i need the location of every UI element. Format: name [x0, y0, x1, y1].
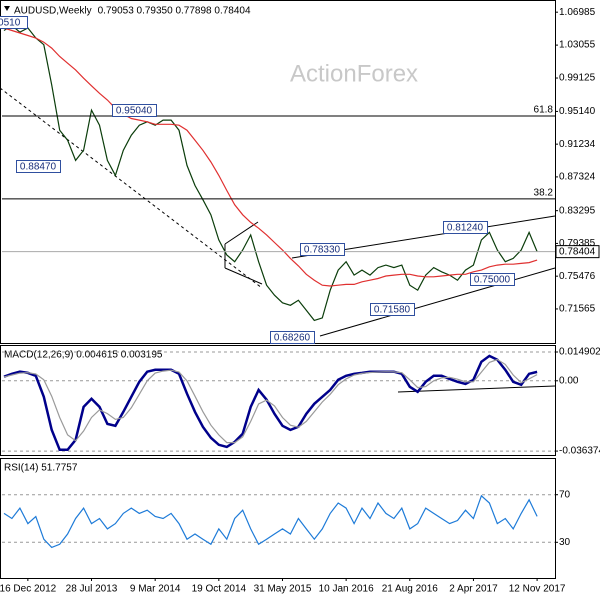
y-tick-label: 1.06985	[559, 7, 596, 18]
y-tick-label: 1.03055	[559, 40, 596, 51]
x-tick-label: 2 Apr 2017	[449, 584, 498, 595]
last-price-box	[555, 245, 600, 259]
annotation: 0.81240	[447, 223, 484, 234]
triangle	[224, 221, 263, 285]
y-tick-label: 0.95140	[559, 106, 596, 117]
x-tick-label: 12 Nov 2017	[509, 584, 566, 595]
x-tick-label: 9 Mar 2014	[130, 584, 181, 595]
annotation-box	[370, 303, 415, 316]
menu-arrow	[4, 6, 10, 11]
y-tick-label: 0.014902	[559, 347, 600, 358]
x-tick-label: 21 Aug 2016	[382, 584, 439, 595]
series-line	[3, 494, 538, 549]
y-tick-label: 0.91234	[559, 139, 596, 150]
annotation: 1.0510	[0, 18, 21, 29]
y-tick-label: 0.87324	[559, 172, 596, 183]
x-tick-label: 16 Dec 2012	[0, 584, 57, 595]
series-line	[3, 358, 538, 444]
annotation-box	[443, 221, 488, 234]
series-line	[3, 354, 538, 452]
macd-trend-line	[397, 385, 556, 393]
y-tick-label: 0.79385	[559, 238, 596, 249]
panel-title: MACD(12,26,9) 0.004615 0.003195	[4, 350, 163, 361]
y-tick-label: 0.75476	[559, 271, 596, 282]
series-line	[3, 27, 538, 287]
y-tick-label: -0.036374	[559, 446, 600, 457]
y-tick-label: 0.00	[559, 375, 579, 386]
annotation-box	[112, 104, 157, 117]
level-label: 61.8	[534, 105, 554, 116]
annotation: 0.71580	[374, 305, 411, 316]
annotation: 0.68260	[274, 333, 311, 344]
macd-panel	[0, 345, 556, 456]
y-tick-label: 0.71565	[559, 304, 596, 315]
y-tick-label: 30	[559, 537, 571, 548]
annotation-box	[0, 16, 28, 29]
level-label: 38.2	[534, 188, 554, 199]
last-price-label: 0.78404	[559, 246, 596, 257]
x-tick-label: 28 Jul 2013	[66, 584, 118, 595]
trend-line	[0, 87, 263, 289]
panel-title: RSI(14) 51.7757	[4, 463, 78, 474]
price-values: 0.79053 0.79350 0.77898 0.78404	[98, 6, 251, 17]
series-line	[3, 24, 538, 322]
y-tick-label: 0.99125	[559, 73, 596, 84]
y-tick-label: 0.83295	[559, 205, 596, 216]
watermark: ActionForex	[290, 60, 418, 87]
annotation-box	[300, 243, 345, 256]
y-tick-label: 70	[559, 489, 571, 500]
panel-title: AUDUSD,Weekly	[14, 6, 92, 17]
x-tick-label: 10 Jan 2016	[319, 584, 374, 595]
x-tick-label: 19 Oct 2014	[192, 584, 247, 595]
annotation: 0.78330	[304, 245, 341, 256]
annotation: 0.88470	[20, 162, 57, 173]
annotation-box	[270, 331, 315, 344]
x-tick-label: 31 May 2015	[254, 584, 312, 595]
annotation: 0.75000	[474, 275, 511, 286]
annotation-box	[470, 273, 515, 286]
annotation-box	[16, 160, 61, 173]
annotation: 0.95040	[116, 106, 153, 117]
rsi-panel	[0, 458, 556, 579]
